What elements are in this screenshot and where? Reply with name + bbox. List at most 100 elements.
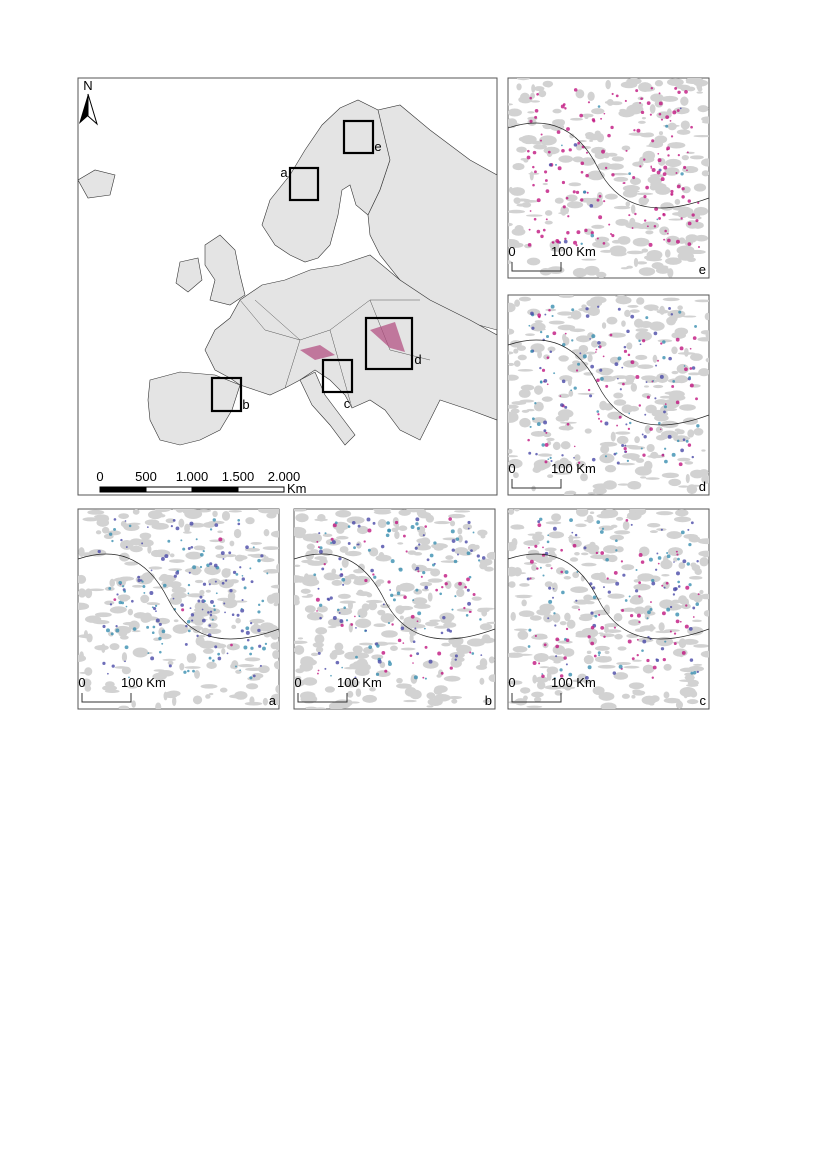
inset-scale-bar xyxy=(511,693,562,703)
habitat-dot xyxy=(611,173,615,177)
terrain-patch xyxy=(621,693,630,699)
habitat-dot xyxy=(161,629,166,634)
habitat-dot xyxy=(597,413,600,416)
terrain-patch xyxy=(155,702,162,709)
terrain-patch xyxy=(581,627,597,636)
habitat-dot xyxy=(424,677,427,680)
habitat-dot xyxy=(319,616,322,620)
italy xyxy=(299,371,356,446)
habitat-dot xyxy=(111,664,115,668)
terrain-patch xyxy=(612,375,629,380)
habitat-dot xyxy=(543,420,548,425)
habitat-dot xyxy=(664,403,667,406)
terrain-patch xyxy=(680,207,694,217)
terrain-patch xyxy=(533,696,542,703)
terrain-patch xyxy=(564,612,571,622)
terrain-patch xyxy=(544,547,557,552)
terrain-patch xyxy=(617,483,630,486)
habitat-dot xyxy=(464,540,468,544)
habitat-dot xyxy=(115,625,118,628)
habitat-dot xyxy=(619,388,622,391)
habitat-dot xyxy=(229,589,233,593)
terrain-patch xyxy=(481,609,488,617)
terrain-patch xyxy=(118,513,130,520)
habitat-dot xyxy=(217,652,221,656)
terrain-patch xyxy=(587,91,595,101)
terrain-patch xyxy=(238,664,255,668)
terrain-patch xyxy=(647,176,661,184)
habitat-dot xyxy=(547,458,550,461)
habitat-dot xyxy=(587,635,591,639)
habitat-dot xyxy=(600,117,603,120)
habitat-dot xyxy=(582,354,587,359)
habitat-dot xyxy=(695,219,699,223)
habitat-dot xyxy=(467,527,470,530)
habitat-dot xyxy=(573,445,576,448)
habitat-dot xyxy=(245,630,250,635)
habitat-dot xyxy=(572,543,577,548)
terrain-patch xyxy=(456,644,472,655)
habitat-dot xyxy=(677,557,680,561)
terrain-patch xyxy=(78,654,87,662)
terrain-patch xyxy=(109,578,115,587)
habitat-dot xyxy=(597,305,600,308)
habitat-dot xyxy=(167,539,171,543)
terrain-patch xyxy=(633,318,644,328)
terrain-patch xyxy=(697,538,709,545)
habitat-dot xyxy=(669,605,673,609)
terrain-patch xyxy=(140,594,150,604)
terrain-patch xyxy=(655,426,663,433)
habitat-dot xyxy=(424,525,428,528)
terrain-patch xyxy=(358,563,365,572)
habitat-dot xyxy=(587,665,592,670)
terrain-patch xyxy=(547,346,556,352)
terrain-patch xyxy=(636,192,654,196)
terrain-patch xyxy=(517,630,529,640)
habitat-dot xyxy=(415,588,419,592)
habitat-dot xyxy=(183,670,187,674)
terrain-patch xyxy=(533,459,551,470)
habitat-dot xyxy=(634,589,639,593)
terrain-patch xyxy=(167,660,174,666)
terrain-patch xyxy=(645,404,657,414)
habitat-dot xyxy=(342,583,345,586)
terrain-patch xyxy=(231,624,237,629)
terrain-patch xyxy=(649,184,658,191)
terrain-patch xyxy=(675,509,689,517)
habitat-dot xyxy=(657,556,662,560)
habitat-dot xyxy=(338,557,342,561)
habitat-dot xyxy=(621,444,625,447)
habitat-dot xyxy=(541,553,546,557)
terrain-patch xyxy=(544,581,553,588)
terrain-patch xyxy=(599,441,618,447)
terrain-patch xyxy=(224,554,237,558)
terrain-patch xyxy=(628,132,646,136)
habitat-dot xyxy=(531,326,535,330)
habitat-dot xyxy=(118,600,122,605)
terrain-patch xyxy=(581,562,597,567)
terrain-patch xyxy=(660,559,673,570)
terrain-patch xyxy=(250,624,263,634)
terrain-patch xyxy=(235,617,241,624)
habitat-dot xyxy=(398,567,403,572)
terrain-patch xyxy=(192,695,203,705)
terrain-patch xyxy=(159,633,172,640)
habitat-dot xyxy=(615,581,620,586)
terrain-patch xyxy=(610,172,629,176)
habitat-dot xyxy=(643,158,646,161)
terrain-patch xyxy=(525,333,535,337)
terrain-patch xyxy=(422,660,439,669)
habitat-dot xyxy=(240,607,243,610)
habitat-dot xyxy=(659,428,662,431)
habitat-dot xyxy=(630,314,635,319)
terrain-patch xyxy=(638,82,652,93)
terrain-patch xyxy=(421,588,430,592)
terrain-patch xyxy=(628,682,645,690)
habitat-dot xyxy=(341,577,346,582)
habitat-dot xyxy=(201,599,206,604)
habitat-dot xyxy=(231,613,235,616)
habitat-dot xyxy=(605,384,609,388)
habitat-dot xyxy=(598,613,601,617)
habitat-dot xyxy=(688,583,692,587)
habitat-dot xyxy=(208,656,212,660)
